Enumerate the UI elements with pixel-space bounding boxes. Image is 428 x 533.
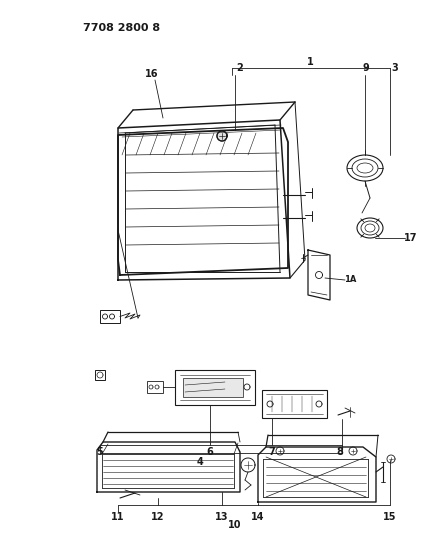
- Text: 15: 15: [383, 512, 397, 522]
- Text: 2: 2: [237, 63, 244, 73]
- Text: 7: 7: [269, 447, 275, 457]
- Text: 1A: 1A: [344, 276, 356, 285]
- Bar: [183, 378, 243, 397]
- Text: 11: 11: [111, 512, 125, 522]
- FancyBboxPatch shape: [100, 310, 120, 323]
- Text: 10: 10: [228, 520, 242, 530]
- Text: 4: 4: [196, 457, 203, 467]
- Text: 14: 14: [251, 512, 265, 522]
- Bar: [262, 390, 327, 418]
- Text: 17: 17: [404, 233, 418, 243]
- Text: 7708 2800 8: 7708 2800 8: [83, 23, 160, 33]
- Text: 9: 9: [363, 63, 369, 73]
- Text: 16: 16: [145, 69, 159, 79]
- Text: 12: 12: [151, 512, 165, 522]
- Text: 13: 13: [215, 512, 229, 522]
- Text: 6: 6: [207, 447, 214, 457]
- Polygon shape: [217, 131, 227, 141]
- Bar: [175, 370, 255, 405]
- Text: 1: 1: [306, 57, 313, 67]
- Text: 8: 8: [336, 447, 343, 457]
- Text: 5: 5: [97, 447, 104, 457]
- FancyBboxPatch shape: [95, 370, 105, 380]
- FancyBboxPatch shape: [147, 381, 163, 393]
- Text: 3: 3: [392, 63, 398, 73]
